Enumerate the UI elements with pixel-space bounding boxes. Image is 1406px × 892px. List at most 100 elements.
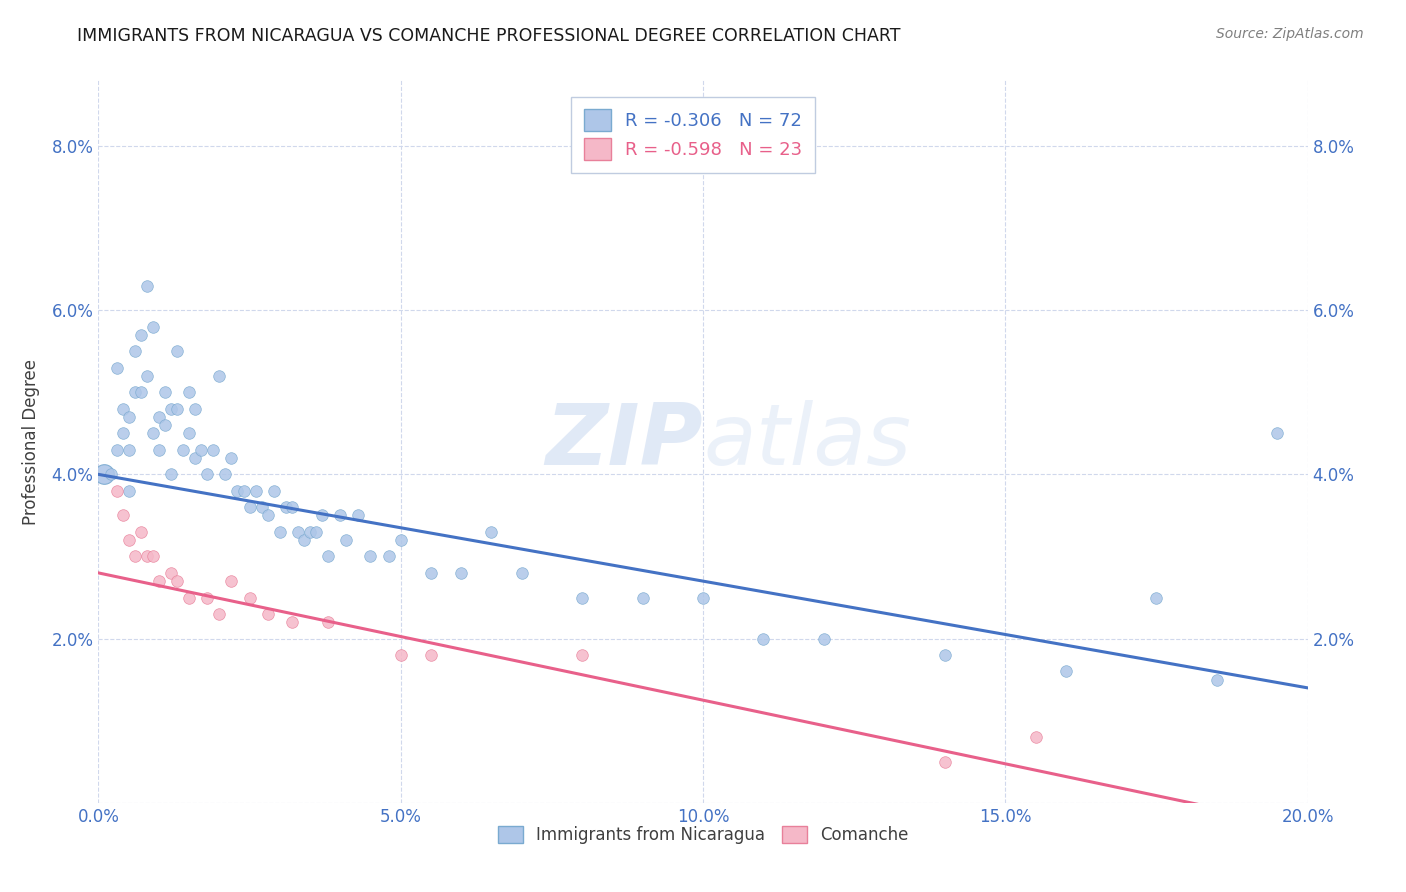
Point: [184, 450, 207, 465]
Point: [93, 467, 115, 482]
Point: [214, 467, 236, 482]
Point: [239, 500, 262, 515]
Point: [118, 442, 141, 457]
Legend: Immigrants from Nicaragua, Comanche: Immigrants from Nicaragua, Comanche: [489, 817, 917, 852]
Point: [202, 442, 225, 457]
Point: [153, 418, 176, 433]
Point: [105, 360, 128, 375]
Point: [135, 368, 157, 383]
Point: [179, 385, 201, 400]
Point: [631, 591, 654, 605]
Point: [118, 483, 141, 498]
Point: [347, 508, 370, 523]
Point: [111, 401, 134, 416]
Point: [292, 533, 315, 547]
Text: IMMIGRANTS FROM NICARAGUA VS COMANCHE PROFESSIONAL DEGREE CORRELATION CHART: IMMIGRANTS FROM NICARAGUA VS COMANCHE PR…: [77, 27, 901, 45]
Point: [124, 385, 146, 400]
Point: [148, 442, 170, 457]
Point: [1054, 665, 1077, 679]
Point: [179, 591, 201, 605]
Point: [263, 483, 285, 498]
Point: [281, 500, 304, 515]
Point: [129, 327, 152, 342]
Text: Source: ZipAtlas.com: Source: ZipAtlas.com: [1216, 27, 1364, 41]
Point: [510, 566, 533, 580]
Point: [335, 533, 357, 547]
Point: [377, 549, 399, 564]
Point: [142, 549, 165, 564]
Point: [692, 591, 714, 605]
Point: [1144, 591, 1167, 605]
Point: [160, 566, 183, 580]
Point: [208, 607, 231, 621]
Point: [420, 566, 443, 580]
Point: [934, 755, 956, 769]
Y-axis label: Professional Degree: Professional Degree: [22, 359, 41, 524]
Point: [360, 549, 382, 564]
Point: [118, 409, 141, 424]
Point: [1267, 426, 1289, 441]
Point: [245, 483, 267, 498]
Point: [1206, 673, 1229, 687]
Point: [571, 591, 593, 605]
Point: [281, 615, 304, 630]
Point: [316, 615, 339, 630]
Point: [111, 508, 134, 523]
Point: [287, 524, 309, 539]
Point: [195, 591, 218, 605]
Point: [124, 344, 146, 359]
Point: [239, 591, 262, 605]
Point: [166, 401, 188, 416]
Point: [118, 533, 141, 547]
Point: [934, 648, 956, 662]
Point: [129, 385, 152, 400]
Point: [389, 533, 412, 547]
Point: [481, 524, 503, 539]
Point: [389, 648, 412, 662]
Point: [142, 426, 165, 441]
Point: [752, 632, 775, 646]
Point: [184, 401, 207, 416]
Point: [299, 524, 322, 539]
Point: [135, 549, 157, 564]
Point: [450, 566, 472, 580]
Point: [221, 450, 243, 465]
Point: [269, 524, 291, 539]
Point: [190, 442, 212, 457]
Point: [124, 549, 146, 564]
Point: [100, 467, 122, 482]
Point: [256, 607, 278, 621]
Point: [129, 524, 152, 539]
Point: [172, 442, 194, 457]
Point: [195, 467, 218, 482]
Point: [166, 574, 188, 588]
Point: [153, 385, 176, 400]
Point: [316, 549, 339, 564]
Point: [420, 648, 443, 662]
Point: [166, 344, 188, 359]
Point: [256, 508, 278, 523]
Text: atlas: atlas: [703, 400, 911, 483]
Point: [111, 426, 134, 441]
Point: [232, 483, 254, 498]
Point: [179, 426, 201, 441]
Point: [148, 409, 170, 424]
Point: [221, 574, 243, 588]
Point: [208, 368, 231, 383]
Point: [142, 319, 165, 334]
Point: [160, 467, 183, 482]
Point: [571, 648, 593, 662]
Point: [813, 632, 835, 646]
Point: [305, 524, 328, 539]
Point: [148, 574, 170, 588]
Point: [329, 508, 352, 523]
Point: [105, 442, 128, 457]
Point: [1024, 730, 1046, 744]
Point: [226, 483, 249, 498]
Point: [250, 500, 273, 515]
Point: [311, 508, 333, 523]
Text: ZIP: ZIP: [546, 400, 703, 483]
Point: [160, 401, 183, 416]
Point: [105, 483, 128, 498]
Point: [274, 500, 297, 515]
